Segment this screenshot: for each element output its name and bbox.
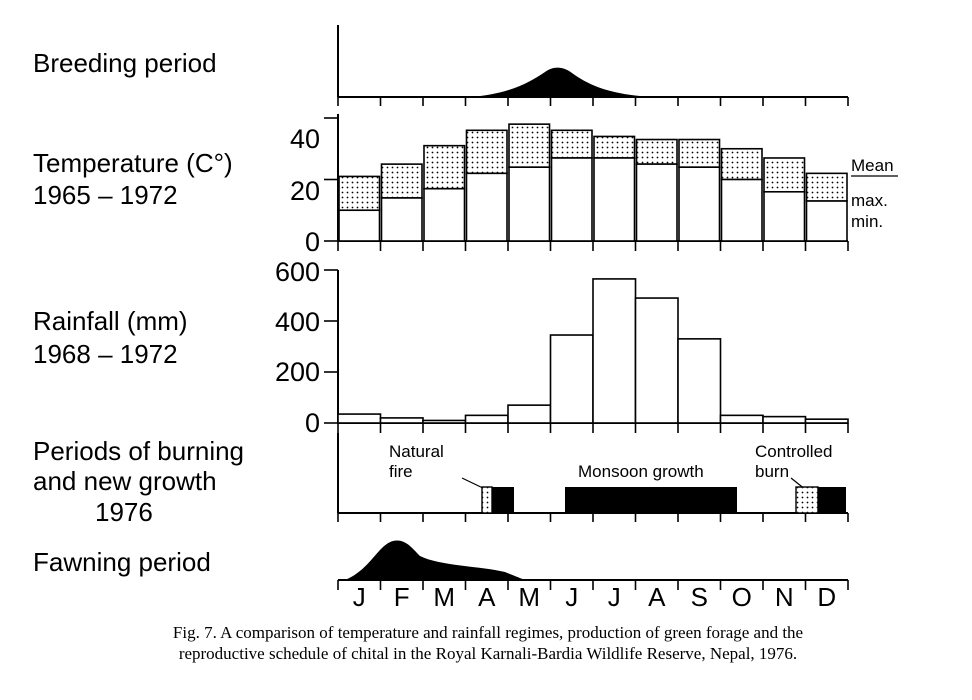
rainfall-bar-D [804, 418, 849, 424]
controlled-burn-label: Controlled [755, 442, 833, 461]
breeding-period-label: Breeding period [33, 48, 217, 78]
month-label-2: M [433, 582, 455, 610]
natural-fire-label-line2: fire [389, 462, 413, 481]
monsoon-growth-block [565, 487, 737, 513]
monsoon-growth-label: Monsoon growth [578, 462, 704, 481]
month-label-7: A [648, 582, 666, 610]
temp-max-bar-J [338, 175, 381, 212]
temp-min-bar-M [423, 187, 466, 242]
rainfall-label: Rainfall (mm) [33, 306, 188, 336]
temp-max-bar-F [380, 163, 423, 199]
chital-seasonal-figure: Breeding period Temperature (C°) 1965 – … [33, 25, 898, 610]
month-label-4: M [518, 582, 540, 610]
temp-min-bar-J [550, 157, 593, 242]
controlled-burn-patch [795, 486, 819, 514]
temperature-years-label: 1965 – 1972 [33, 180, 178, 210]
rainfall-bar-M [507, 404, 552, 424]
temp-max-bar-J [550, 129, 593, 159]
month-label-1: F [394, 582, 410, 610]
temp-min-bar-S [678, 166, 721, 242]
breeding-curve [470, 67, 650, 97]
temp-max-bar-M [508, 123, 551, 169]
month-label-11: D [817, 582, 836, 610]
rain-tick-200: 200 [275, 357, 320, 387]
temp-max-bar-M [423, 144, 466, 190]
temp-max-bar-A [635, 138, 678, 165]
rainfall-bar-J [592, 278, 637, 424]
natural-fire-label: Natural [389, 442, 444, 461]
rain-tick-0: 0 [305, 408, 320, 438]
month-label-8: S [691, 582, 708, 610]
burning-label-line2: and new growth [33, 466, 217, 496]
figure-caption: Fig. 7. A comparison of temperature and … [28, 622, 948, 664]
rainfall-years-label: 1968 – 1972 [33, 339, 178, 369]
temp-min-bar-A [635, 163, 678, 242]
rainfall-bar-F [379, 417, 424, 424]
caption-line-1: Fig. 7. A comparison of temperature and … [172, 623, 804, 642]
temp-max-bar-D [805, 172, 848, 202]
month-label-9: O [732, 582, 752, 610]
temp-min-bar-J [593, 157, 636, 242]
legend-mean-title: Mean [851, 156, 894, 175]
temperature-label: Temperature (C°) [33, 148, 233, 178]
temp-tick-20: 20 [290, 176, 320, 206]
rainfall-bar-S [677, 338, 722, 424]
temp-max-bar-O [720, 147, 763, 181]
rainfall-bar-A [464, 414, 509, 424]
month-label-5: J [565, 582, 578, 610]
temp-min-bar-J [338, 209, 381, 242]
temp-min-bar-D [805, 200, 848, 242]
rain-tick-400: 400 [275, 307, 320, 337]
fawning-curve [345, 540, 525, 580]
temp-tick-40: 40 [290, 124, 320, 154]
burning-label-line1: Periods of burning [33, 436, 244, 466]
rainfall-bar-A [634, 297, 679, 424]
temp-min-bar-A [465, 172, 508, 242]
temp-tick-0: 0 [305, 227, 320, 257]
temp-min-bar-O [720, 178, 763, 242]
natural-fire-growth [492, 487, 514, 513]
controlled-burn-label-line2: burn [755, 462, 789, 481]
month-label-10: N [775, 582, 794, 610]
temp-min-bar-M [508, 166, 551, 242]
legend-min-label: min. [851, 212, 883, 231]
temp-max-bar-N [763, 157, 806, 193]
rainfall-bar-J [549, 334, 594, 424]
natural-fire-burn [481, 486, 493, 514]
temp-min-bar-F [380, 197, 423, 242]
temp-max-bar-S [678, 138, 721, 168]
fawning-period-label: Fawning period [33, 547, 211, 577]
controlled-burn-growth [818, 487, 846, 513]
month-label-6: J [608, 582, 621, 610]
month-label-0: J [353, 582, 366, 610]
temp-min-bar-N [763, 191, 806, 242]
legend-max-label: max. [851, 191, 888, 210]
rainfall-bar-M [422, 419, 467, 424]
month-label-3: A [478, 582, 496, 610]
rainfall-bar-N [762, 415, 807, 424]
rain-tick-600: 600 [275, 257, 320, 287]
temp-max-bar-J [593, 135, 636, 159]
temp-max-bar-A [465, 129, 508, 175]
rainfall-bar-O [719, 414, 764, 424]
rainfall-bar-J [337, 413, 382, 424]
caption-line-2: reproductive schedule of chital in the R… [178, 644, 798, 663]
burning-year-label: 1976 [95, 497, 153, 527]
